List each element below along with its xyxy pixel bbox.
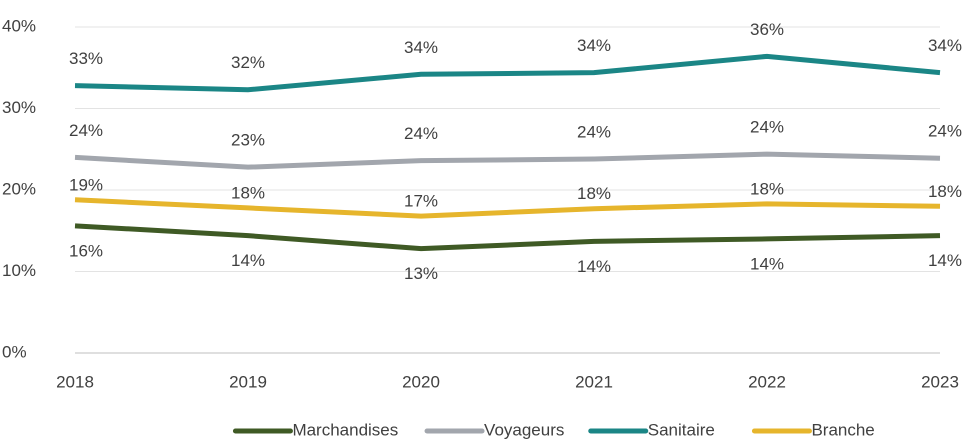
legend-label: Voyageurs	[484, 420, 564, 439]
y-tick-label: 10%	[2, 261, 36, 280]
y-tick-label: 20%	[2, 179, 36, 198]
data-label: 14%	[928, 251, 962, 270]
line-series	[74, 223, 941, 252]
data-label: 24%	[750, 118, 784, 137]
data-label: 24%	[577, 123, 611, 142]
data-label: 14%	[231, 251, 265, 270]
line-series	[74, 151, 941, 170]
data-label: 34%	[577, 36, 611, 55]
data-label: 14%	[750, 254, 784, 273]
x-tick-label: 2021	[575, 372, 613, 391]
data-label: 34%	[928, 36, 962, 55]
y-tick-label: 30%	[2, 98, 36, 117]
x-tick-label: 2023	[921, 372, 959, 391]
data-label: 18%	[928, 182, 962, 201]
line-series	[74, 53, 941, 93]
data-label: 24%	[69, 121, 103, 140]
data-label: 36%	[750, 20, 784, 39]
x-tick-label: 2018	[56, 372, 94, 391]
legend-label: Sanitaire	[648, 420, 715, 439]
data-label: 18%	[577, 184, 611, 203]
data-label: 23%	[231, 131, 265, 150]
line-series	[74, 197, 941, 219]
legend-label: Branche	[811, 420, 874, 439]
y-tick-label: 0%	[2, 342, 27, 361]
y-tick-label: 40%	[2, 16, 36, 35]
data-label: 18%	[231, 183, 265, 202]
legend-label: Marchandises	[292, 420, 398, 439]
data-label: 17%	[404, 192, 438, 211]
data-label: 14%	[577, 257, 611, 276]
data-label: 18%	[750, 179, 784, 198]
data-label: 24%	[404, 124, 438, 143]
x-tick-label: 2022	[748, 372, 786, 391]
data-label: 32%	[231, 53, 265, 72]
data-label: 16%	[69, 241, 103, 260]
data-label: 34%	[404, 38, 438, 57]
x-tick-label: 2020	[402, 372, 440, 391]
data-label: 33%	[69, 49, 103, 68]
data-label: 13%	[404, 264, 438, 283]
data-label: 24%	[928, 122, 962, 141]
x-tick-label: 2019	[229, 372, 267, 391]
data-label: 19%	[69, 175, 103, 194]
